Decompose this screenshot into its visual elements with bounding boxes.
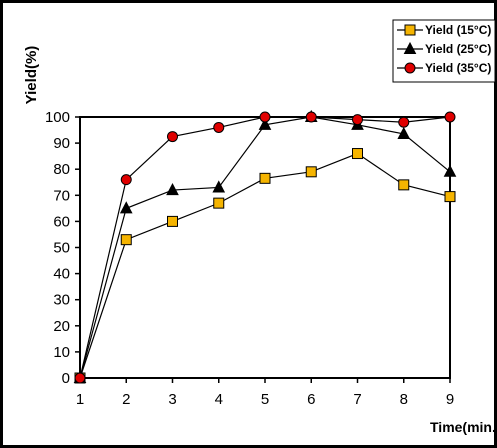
y-tick-label: 30 [53,292,70,309]
data-point [398,179,410,191]
y-tick-label: 100 [45,109,70,126]
data-point [120,174,132,186]
data-point [213,121,225,133]
data-point [305,166,317,178]
y-tick-label: 40 [53,266,70,283]
data-point [398,116,410,128]
x-axis-label: Time(min. [430,419,496,435]
data-point [212,180,226,193]
data-point [74,372,86,384]
data-point [443,164,457,177]
data-point [305,111,317,123]
x-tick-label: 3 [168,391,176,408]
data-point [167,131,178,143]
data-point [444,191,456,203]
data-point [444,111,456,123]
data-point [352,148,363,160]
data-point [397,126,411,139]
y-tick-label: 20 [53,318,70,335]
y-tick-label: 90 [53,135,70,152]
legend-marker [403,41,417,54]
legend-marker [404,62,416,74]
x-tick-label: 9 [446,391,454,408]
legend: Yield (15°C) Yield (25°C) Yield (35°C) [392,19,496,83]
legend-marker [404,24,416,36]
y-tick-label: 60 [53,213,70,230]
x-tick-label: 2 [122,391,130,408]
legend-label: Yield (15°C) [425,23,491,37]
data-point [166,183,179,196]
y-tick-label: 70 [53,187,70,204]
x-tick-label: 6 [307,391,315,408]
data-point [352,114,363,126]
data-point [119,201,133,214]
y-axis-label: Yield(%) [23,46,40,105]
data-point [167,215,178,227]
x-tick-label: 4 [215,391,223,408]
x-tick-label: 5 [261,391,269,408]
y-axis: 0 10 20 30 40 50 60 70 80 90 100 [45,109,80,387]
data-point [120,234,132,246]
legend-label: Yield (25°C) [425,42,491,56]
x-tick-label: 1 [76,391,84,408]
data-point [213,197,225,209]
data-point [259,111,271,123]
data-point [259,172,271,184]
y-tick-label: 80 [53,161,70,178]
series-layer [73,109,457,384]
y-tick-label: 50 [53,240,70,257]
y-tick-label: 0 [62,370,70,387]
legend-label: Yield (35°C) [425,61,491,75]
x-tick-label: 8 [400,391,408,408]
data-point [258,117,272,130]
series-3 [74,111,456,384]
y-tick-label: 10 [53,344,70,361]
x-tick-label: 7 [353,391,361,408]
